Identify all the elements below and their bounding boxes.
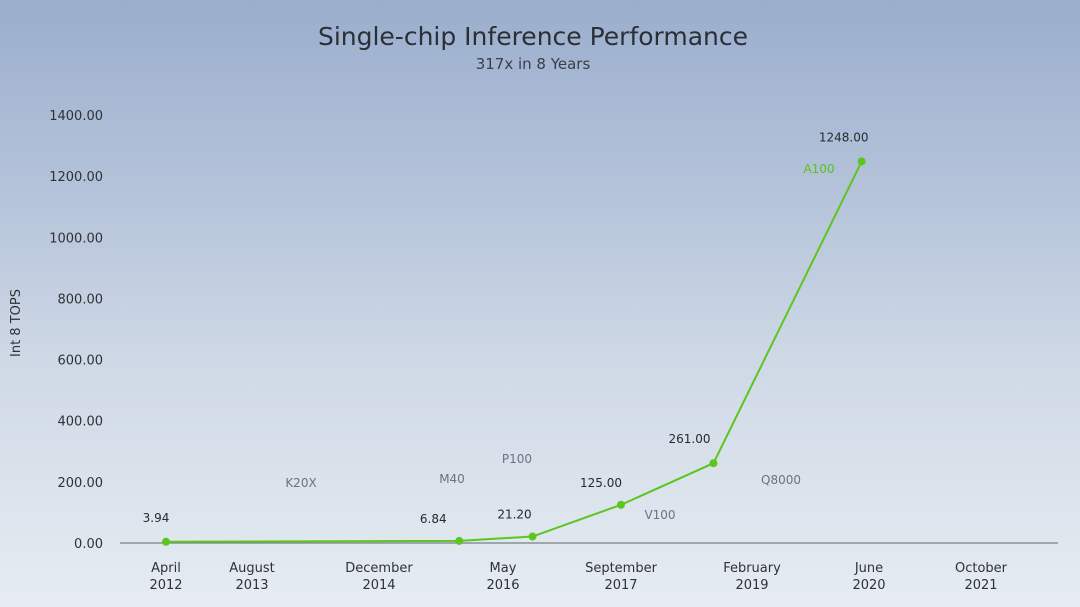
y-tick-label: 1000.00 bbox=[49, 231, 103, 246]
x-tick-label-month: August bbox=[229, 561, 275, 576]
data-label: 1248.00 bbox=[819, 130, 869, 144]
y-tick-label: 400.00 bbox=[58, 415, 104, 430]
x-tick-label-year: 2016 bbox=[486, 578, 519, 593]
chart-subtitle: 317x in 8 Years bbox=[475, 55, 591, 73]
x-tick-label-month: April bbox=[151, 561, 181, 576]
y-tick-label: 0.00 bbox=[74, 537, 103, 552]
gpu-label-k20x: K20X bbox=[285, 476, 316, 490]
data-label: 6.84 bbox=[420, 512, 447, 526]
x-tick-label-year: 2013 bbox=[235, 578, 268, 593]
data-label: 125.00 bbox=[580, 476, 622, 490]
y-axis-label: Int 8 TOPS bbox=[9, 289, 24, 357]
x-tick-label-year: 2019 bbox=[735, 578, 768, 593]
data-point bbox=[455, 536, 464, 545]
data-label: 261.00 bbox=[668, 432, 710, 446]
x-tick-label-year: 2017 bbox=[604, 578, 637, 593]
x-tick-label-month: May bbox=[490, 561, 517, 576]
x-tick-label-month: February bbox=[723, 561, 781, 576]
x-tick-label-month: September bbox=[585, 561, 658, 576]
x-tick-label-month: June bbox=[854, 561, 883, 576]
series-line bbox=[165, 161, 863, 543]
gpu-label-v100: V100 bbox=[644, 508, 675, 522]
y-tick-label: 600.00 bbox=[58, 354, 104, 369]
x-tick-label-month: October bbox=[955, 561, 1008, 576]
chart-title: Single-chip Inference Performance bbox=[317, 22, 749, 51]
y-tick-label: 1200.00 bbox=[49, 170, 103, 185]
gpu-label-q8000: Q8000 bbox=[761, 473, 801, 487]
x-tick-label-year: 2021 bbox=[964, 578, 997, 593]
data-point bbox=[857, 157, 866, 166]
data-label: 21.20 bbox=[497, 508, 531, 522]
gpu-label-m40: M40 bbox=[439, 472, 465, 486]
y-tick-label: 800.00 bbox=[58, 292, 104, 307]
x-tick-label-year: 2014 bbox=[362, 578, 395, 593]
data-label: 3.94 bbox=[143, 511, 170, 525]
x-tick-label-year: 2012 bbox=[149, 578, 182, 593]
y-tick-label: 200.00 bbox=[58, 476, 104, 491]
x-tick-label-year: 2020 bbox=[852, 578, 885, 593]
data-point bbox=[709, 459, 718, 468]
data-point bbox=[528, 532, 537, 541]
data-point bbox=[162, 537, 170, 546]
y-tick-label: 1400.00 bbox=[49, 109, 103, 124]
gpu-label-p100: P100 bbox=[502, 452, 532, 466]
data-point bbox=[617, 500, 625, 509]
gpu-label-a100: A100 bbox=[803, 162, 834, 176]
x-tick-label-month: December bbox=[345, 561, 413, 576]
